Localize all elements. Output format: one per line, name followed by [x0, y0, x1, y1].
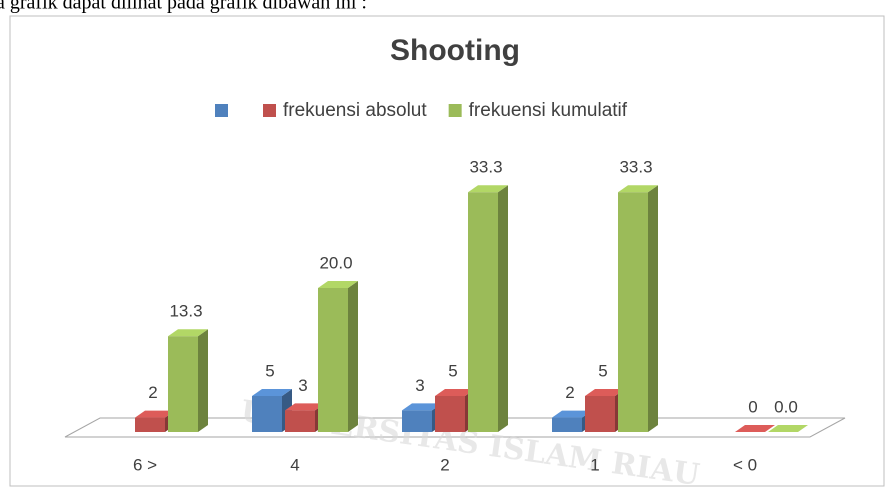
data-label: 33.3 — [469, 158, 502, 177]
legend-label: frekuensi absolut — [283, 100, 427, 121]
bar — [402, 410, 432, 432]
bar-side — [648, 185, 658, 432]
bar — [252, 396, 282, 432]
bar-top — [402, 403, 442, 411]
bar — [585, 396, 615, 432]
bar-side — [348, 281, 358, 432]
data-label: 3 — [298, 376, 307, 395]
chart-frame — [9, 15, 885, 487]
bar-top — [735, 425, 775, 432]
bar — [285, 410, 315, 432]
bar-top — [252, 389, 292, 396]
x-tick-label: 2 — [440, 455, 449, 474]
x-tick-label: < 0 — [733, 455, 757, 474]
legend-swatch — [448, 104, 462, 117]
data-label: 2 — [565, 383, 574, 402]
chart-title: Shooting — [390, 34, 520, 67]
x-tick-label: 4 — [290, 455, 299, 474]
bar — [552, 417, 582, 432]
data-label: 5 — [448, 361, 457, 380]
legend-swatch — [215, 104, 228, 117]
data-label: 3 — [415, 376, 424, 395]
x-tick-label: 6 > — [133, 455, 157, 474]
data-label: 33.3 — [619, 158, 652, 177]
bar — [618, 192, 648, 432]
legend-swatch — [263, 104, 276, 117]
document-text: a grafik dapat dilihat pada grafik dibaw… — [0, 0, 367, 14]
data-label: 5 — [598, 361, 607, 380]
bar-top — [585, 389, 625, 396]
bar-top — [552, 410, 592, 418]
data-label: 2 — [148, 383, 157, 402]
data-label: 0 — [748, 397, 757, 416]
bar — [435, 396, 465, 432]
data-label: 13.3 — [169, 302, 202, 321]
bar-top — [135, 410, 175, 418]
bar-top — [285, 403, 325, 411]
x-tick-label: 1 — [590, 455, 599, 474]
bar-top — [768, 425, 808, 432]
bar-side — [198, 329, 208, 432]
bar-top — [435, 389, 475, 396]
bar — [318, 288, 348, 432]
bar — [135, 417, 165, 432]
bar-top — [468, 185, 508, 193]
bar-top — [618, 185, 658, 193]
data-label: 5 — [265, 361, 274, 380]
bar-top — [318, 281, 358, 288]
bar — [468, 192, 498, 432]
bar — [168, 336, 198, 432]
data-label: 20.0 — [319, 253, 352, 272]
bar-top — [168, 329, 208, 337]
floor — [64, 417, 846, 438]
bar-side — [498, 185, 508, 432]
legend-label: frekuensi kumulatif — [469, 100, 628, 121]
data-label: 0.0 — [774, 397, 798, 416]
